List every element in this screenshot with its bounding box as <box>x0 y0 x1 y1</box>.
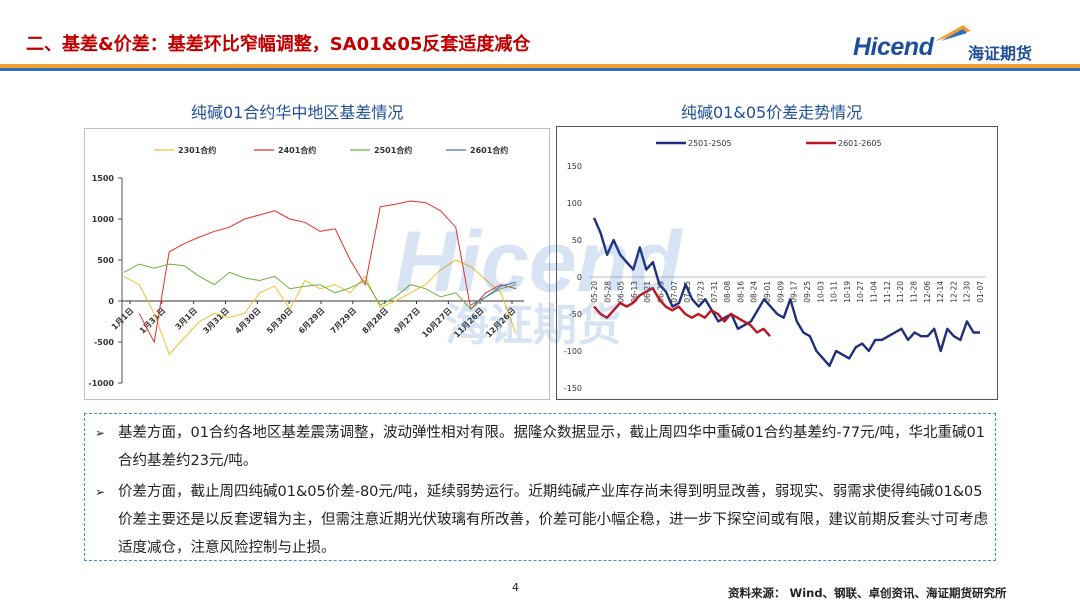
y-tick-label: -500 <box>94 338 114 347</box>
commentary-box: ➢ 基差方面，01合约各地区基差震荡调整，波动弹性相对有限。据隆众数据显示，截止… <box>84 413 996 561</box>
series-line <box>123 263 517 310</box>
header-stripe-blue <box>0 68 1080 71</box>
x-tick-label: 8月28日 <box>361 306 390 335</box>
bullet-arrow-icon: ➢ <box>95 426 106 440</box>
y-tick-label: 0 <box>108 297 114 306</box>
x-tick-label: 11-04 <box>870 281 879 303</box>
x-tick-label: 05-20 <box>590 281 599 303</box>
y-tick-label: 500 <box>97 256 114 265</box>
x-tick-label: 10-19 <box>843 281 852 303</box>
source-note: 资料来源： Wind、钢联、卓创资讯、海证期货研究所 <box>728 586 1007 600</box>
x-tick-label: 06-29 <box>657 281 666 303</box>
bullet-basis: ➢ 基差方面，01合约各地区基差震荡调整，波动弹性相对有限。据隆众数据显示，截止… <box>95 419 990 475</box>
chart-spread: 150 100 50 0 -50 -100 -150 05-20 05-28 06-05 06-13… <box>564 139 986 393</box>
y-tick-label: -100 <box>564 347 582 356</box>
series-line <box>123 259 517 356</box>
legend-label: 2501-2505 <box>688 139 732 148</box>
y-tick-label: 0 <box>577 273 582 282</box>
logo-chinese-text: 海证期货 <box>968 44 1033 63</box>
x-tick-label: 05-28 <box>603 281 612 303</box>
legend-label: 2501合约 <box>374 145 412 155</box>
x-tick-label: 09-01 <box>763 281 772 303</box>
legend-label: 2601合约 <box>470 145 508 155</box>
x-tick-label: 10-27 <box>856 281 865 303</box>
logo-text: Hicend <box>853 33 934 61</box>
y-tick-label: 1500 <box>92 174 115 183</box>
x-tick-label: 08-24 <box>750 281 759 303</box>
x-tick-label: 4月30日 <box>233 306 262 335</box>
chart-frame-spread <box>556 126 998 400</box>
y-tick-label: -1000 <box>88 379 114 388</box>
series-line <box>470 281 517 306</box>
x-tick-label: 5月30日 <box>265 306 294 335</box>
x-tick-label: 12-14 <box>936 281 945 303</box>
bullet-arrow-icon: ➢ <box>95 485 106 499</box>
legend-label: 2401合约 <box>278 145 316 155</box>
series-line <box>592 217 980 367</box>
header-stripe-orange <box>0 64 1080 68</box>
bullet-text: 基差方面，01合约各地区基差震荡调整，波动弹性相对有限。据隆众数据显示，截止周四… <box>118 425 985 469</box>
x-tick-label: 11-12 <box>883 281 892 303</box>
x-tick-label: 6月29日 <box>297 306 326 335</box>
watermark-chinese-text: 海证期货 <box>445 300 621 351</box>
x-tick-label: 07-23 <box>696 281 705 303</box>
x-tick-label: 12-30 <box>963 281 972 303</box>
x-tick-label: 09-25 <box>803 281 812 303</box>
x-tick-label: 12-22 <box>949 281 958 303</box>
page-title: 二、基差&价差：基差环比窄幅调整，SA01&05反套适度减仓 <box>26 34 531 55</box>
x-tick-label: 10-11 <box>830 281 839 303</box>
y-tick-label: 100 <box>567 199 582 208</box>
x-tick-label: 11-20 <box>896 281 905 303</box>
x-tick-label: 3月31日 <box>201 306 230 335</box>
logo-wing-icon <box>935 25 971 41</box>
chart-title-spread: 纯碱01&05价差走势情况 <box>681 103 863 122</box>
chart-frame-basis <box>84 128 550 400</box>
x-tick-label: 10-03 <box>816 281 825 303</box>
x-tick-label: 1月1日 <box>110 306 136 332</box>
x-tick-label: 07-31 <box>710 281 719 303</box>
bullet-spread: ➢ 价差方面，截止周四纯碱01&05价差-80元/吨，延续弱势运行。近期纯碱产业… <box>95 478 990 562</box>
x-tick-label: 3月1日 <box>174 306 200 332</box>
legend-label: 2601-2605 <box>838 139 882 148</box>
series-line <box>138 200 517 344</box>
y-tick-label: 50 <box>572 236 582 245</box>
watermark-text: Hicend <box>395 214 682 310</box>
legend-label: 2301合约 <box>178 145 216 155</box>
x-tick-label: 09-17 <box>790 281 799 303</box>
x-tick-label: 09-09 <box>776 281 785 303</box>
x-tick-label: 01-07 <box>976 281 985 303</box>
x-tick-label: 06-13 <box>630 281 639 303</box>
page-number: 4 <box>512 581 519 594</box>
y-tick-label: 150 <box>567 162 582 171</box>
x-tick-label: 12-06 <box>923 281 932 303</box>
chart-title-basis: 纯碱01合约华中地区基差情况 <box>191 103 404 122</box>
x-tick-label: 7月29日 <box>329 306 358 335</box>
y-tick-label: -150 <box>564 384 582 393</box>
x-tick-label: 08-16 <box>736 281 745 303</box>
x-tick-label: 11-28 <box>909 281 918 303</box>
bullet-text: 价差方面，截止周四纯碱01&05价差-80元/吨，延续弱势运行。近期纯碱产业库存… <box>118 484 988 556</box>
x-tick-label: 06-05 <box>617 281 626 303</box>
series-line <box>593 286 771 337</box>
x-tick-label: 08-08 <box>723 281 732 303</box>
y-tick-label: 1000 <box>92 215 115 224</box>
watermark: Hicend 海证期货 <box>395 214 682 351</box>
x-tick-label: 07-07 <box>670 281 679 303</box>
y-tick-label: -50 <box>569 310 582 319</box>
